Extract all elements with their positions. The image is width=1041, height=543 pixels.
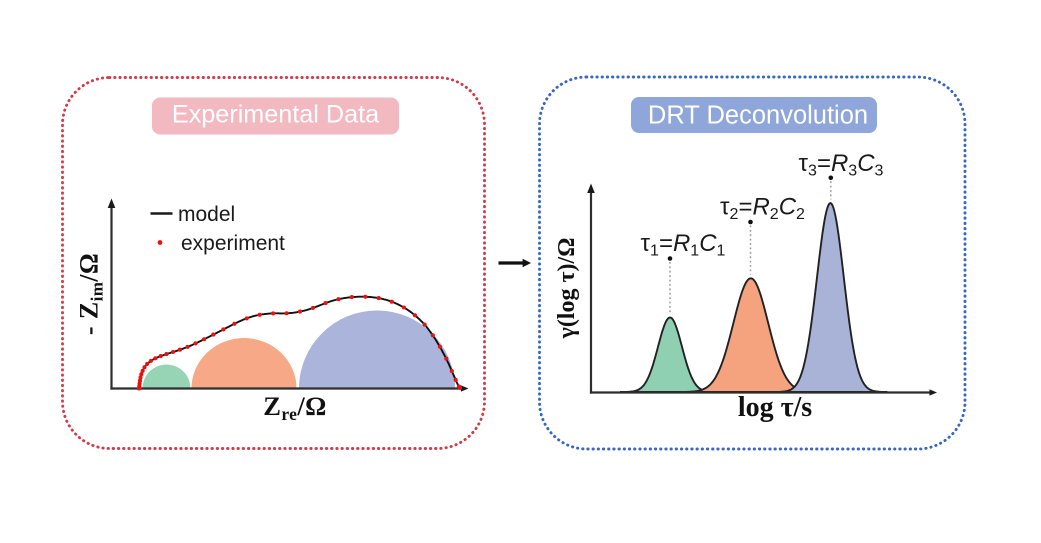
svg-text:model: model bbox=[178, 203, 235, 226]
svg-text:τ1=R1C1: τ1=R1C1 bbox=[641, 230, 726, 260]
svg-text:experiment: experiment bbox=[181, 232, 285, 255]
svg-text:τ3=R3C3: τ3=R3C3 bbox=[799, 150, 884, 180]
svg-text:log τ/s: log τ/s bbox=[738, 392, 812, 423]
svg-text:DRT Deconvolution: DRT Deconvolution bbox=[648, 102, 868, 130]
svg-text:Experimental Data: Experimental Data bbox=[172, 101, 380, 129]
svg-text:γ(log τ)/Ω: γ(log τ)/Ω bbox=[554, 238, 580, 340]
svg-text:Zre/Ω: Zre/Ω bbox=[263, 391, 327, 424]
svg-text:τ2=R2C2: τ2=R2C2 bbox=[720, 194, 805, 224]
